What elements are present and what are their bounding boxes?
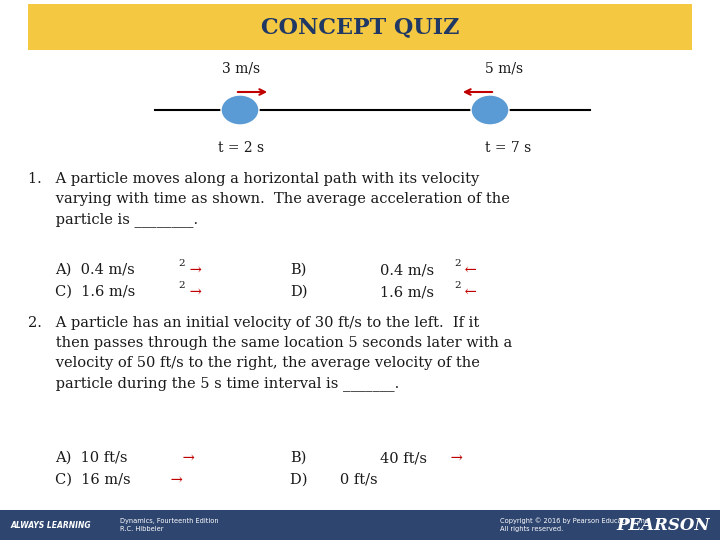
Text: →: → xyxy=(185,263,202,277)
Text: C)  16 m/s: C) 16 m/s xyxy=(55,473,130,487)
Text: →: → xyxy=(166,473,183,487)
Text: B): B) xyxy=(290,451,307,465)
Text: PEARSON: PEARSON xyxy=(616,516,710,534)
Text: 2: 2 xyxy=(178,260,184,268)
Text: →: → xyxy=(178,451,195,465)
Text: t = 7 s: t = 7 s xyxy=(485,141,531,155)
Text: 2.   A particle has an initial velocity of 30 ft/s to the left.  If it
      the: 2. A particle has an initial velocity of… xyxy=(28,316,512,391)
Text: 0.4 m/s: 0.4 m/s xyxy=(380,263,434,277)
Text: ←: ← xyxy=(460,263,477,277)
Text: Dynamics, Fourteenth Edition
R.C. Hibbeler: Dynamics, Fourteenth Edition R.C. Hibbel… xyxy=(120,518,219,532)
Text: A)  10 ft/s: A) 10 ft/s xyxy=(55,451,127,465)
Ellipse shape xyxy=(471,95,509,125)
Text: t = 2 s: t = 2 s xyxy=(218,141,264,155)
Text: C)  1.6 m/s: C) 1.6 m/s xyxy=(55,285,135,299)
Text: 5 m/s: 5 m/s xyxy=(485,61,523,75)
Bar xyxy=(28,4,692,50)
Text: 40 ft/s: 40 ft/s xyxy=(380,451,427,465)
Ellipse shape xyxy=(221,95,259,125)
Text: 2: 2 xyxy=(454,260,461,268)
Text: CONCEPT QUIZ: CONCEPT QUIZ xyxy=(261,16,459,38)
Bar xyxy=(0,510,720,540)
Text: 3 m/s: 3 m/s xyxy=(222,61,260,75)
Text: →: → xyxy=(446,451,463,465)
Text: D): D) xyxy=(290,285,307,299)
Text: ALWAYS LEARNING: ALWAYS LEARNING xyxy=(10,521,91,530)
Text: →: → xyxy=(185,285,202,299)
Text: 2: 2 xyxy=(178,281,184,291)
Text: ←: ← xyxy=(460,285,477,299)
Text: 1.   A particle moves along a horizontal path with its velocity
      varying wi: 1. A particle moves along a horizontal p… xyxy=(28,172,510,227)
Text: Copyright © 2016 by Pearson Education, Inc.
All rights reserved.: Copyright © 2016 by Pearson Education, I… xyxy=(500,518,651,532)
Text: A)  0.4 m/s: A) 0.4 m/s xyxy=(55,263,135,277)
Text: 2: 2 xyxy=(454,281,461,291)
Text: D)       0 ft/s: D) 0 ft/s xyxy=(290,473,377,487)
Text: B): B) xyxy=(290,263,307,277)
Text: 1.6 m/s: 1.6 m/s xyxy=(380,285,434,299)
